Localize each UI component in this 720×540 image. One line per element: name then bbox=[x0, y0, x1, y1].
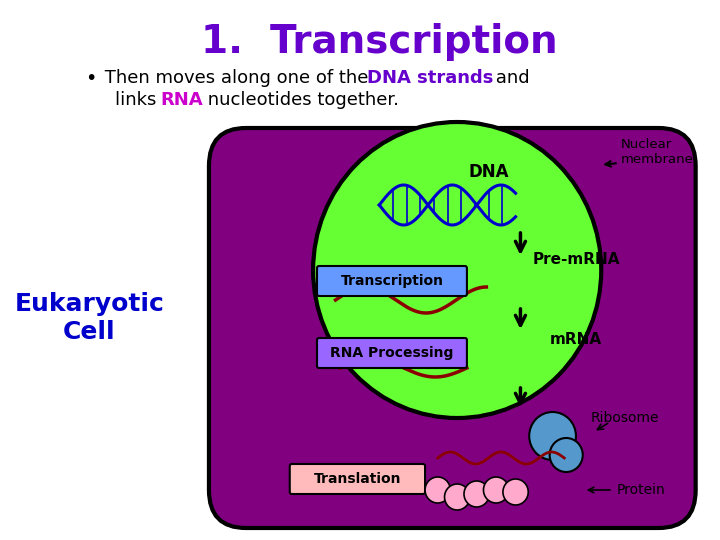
Text: •: • bbox=[86, 69, 96, 87]
Circle shape bbox=[444, 484, 470, 510]
FancyBboxPatch shape bbox=[209, 128, 696, 528]
Circle shape bbox=[313, 122, 601, 418]
Circle shape bbox=[483, 477, 509, 503]
Text: RNA Processing: RNA Processing bbox=[330, 346, 454, 360]
Text: Nuclear
membrane: Nuclear membrane bbox=[621, 138, 693, 166]
Text: DNA: DNA bbox=[468, 163, 508, 181]
Text: RNA: RNA bbox=[161, 91, 203, 109]
Text: and: and bbox=[490, 69, 529, 87]
Circle shape bbox=[529, 412, 576, 460]
Text: Pre-mRNA: Pre-mRNA bbox=[532, 253, 620, 267]
Text: mRNA: mRNA bbox=[550, 333, 602, 348]
Circle shape bbox=[549, 438, 582, 472]
FancyBboxPatch shape bbox=[317, 338, 467, 368]
Text: Eukaryotic
Cell: Eukaryotic Cell bbox=[14, 292, 164, 344]
Text: Ribosome: Ribosome bbox=[590, 411, 659, 425]
Circle shape bbox=[503, 479, 528, 505]
Circle shape bbox=[425, 477, 451, 503]
Text: Transcription: Transcription bbox=[341, 274, 444, 288]
Text: Then moves along one of the: Then moves along one of the bbox=[99, 69, 374, 87]
FancyBboxPatch shape bbox=[317, 266, 467, 296]
Text: DNA strands: DNA strands bbox=[366, 69, 493, 87]
Circle shape bbox=[464, 481, 490, 507]
Text: links: links bbox=[114, 91, 162, 109]
Text: Protein: Protein bbox=[617, 483, 665, 497]
Text: 1.  Transcription: 1. Transcription bbox=[201, 23, 557, 61]
Text: nucleotides together.: nucleotides together. bbox=[202, 91, 399, 109]
Text: Translation: Translation bbox=[314, 472, 401, 486]
FancyBboxPatch shape bbox=[289, 464, 425, 494]
